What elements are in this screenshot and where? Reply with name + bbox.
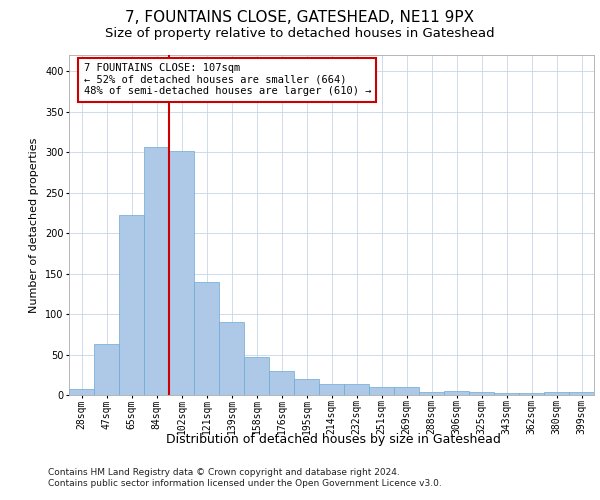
Text: Size of property relative to detached houses in Gateshead: Size of property relative to detached ho… [105, 28, 495, 40]
Bar [194, 282, 219, 395]
Bar [469, 392, 494, 395]
Text: 7, FOUNTAINS CLOSE, GATESHEAD, NE11 9PX: 7, FOUNTAINS CLOSE, GATESHEAD, NE11 9PX [125, 10, 475, 25]
Y-axis label: Number of detached properties: Number of detached properties [29, 138, 39, 312]
Bar [494, 394, 519, 395]
Bar [319, 384, 344, 395]
Bar [269, 370, 294, 395]
Bar [394, 387, 419, 395]
Bar [119, 216, 144, 395]
Bar [444, 391, 469, 395]
Bar [219, 322, 244, 395]
Bar [144, 148, 169, 395]
Bar [294, 379, 319, 395]
Text: 7 FOUNTAINS CLOSE: 107sqm
← 52% of detached houses are smaller (664)
48% of semi: 7 FOUNTAINS CLOSE: 107sqm ← 52% of detac… [83, 63, 371, 96]
Text: Contains HM Land Registry data © Crown copyright and database right 2024.
Contai: Contains HM Land Registry data © Crown c… [48, 468, 442, 487]
Text: Distribution of detached houses by size in Gateshead: Distribution of detached houses by size … [166, 432, 500, 446]
Bar [169, 150, 194, 395]
Bar [369, 387, 394, 395]
Bar [419, 392, 444, 395]
Bar [519, 392, 544, 395]
Bar [569, 392, 594, 395]
Bar [69, 388, 94, 395]
Bar [544, 392, 569, 395]
Bar [94, 344, 119, 395]
Bar [244, 357, 269, 395]
Bar [344, 384, 369, 395]
